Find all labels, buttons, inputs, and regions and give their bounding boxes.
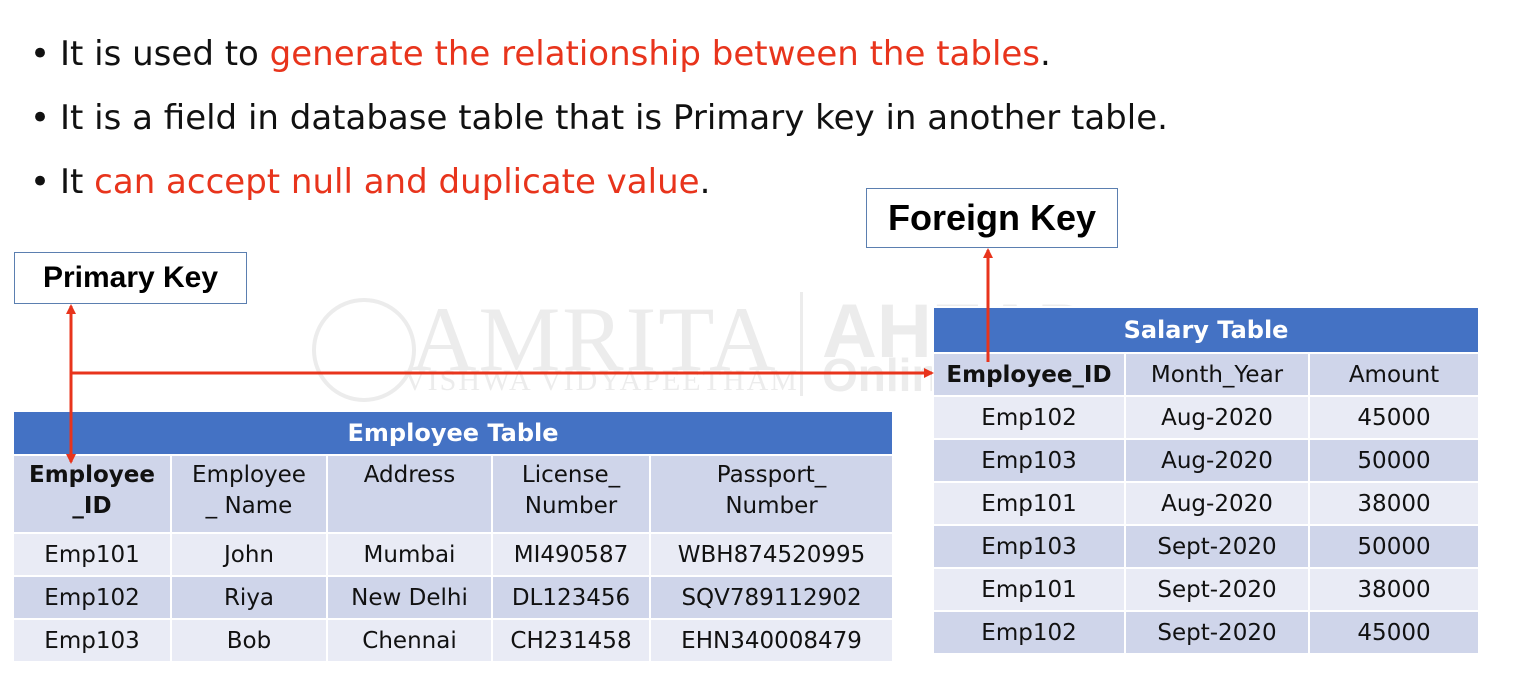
table-cell: Sept-2020 [1124,610,1310,655]
table-cell: Aug-2020 [1124,395,1310,440]
bullet-list: • It is used to generate the relationship… [30,22,1168,214]
table-row: Emp103 Aug-2020 50000 [932,438,1481,483]
bullet-dot: • [30,162,51,202]
bullet-item: • It can accept null and duplicate value. [30,150,1168,214]
table-row: Emp101 Sept-2020 38000 [932,567,1481,612]
table-row: Emp101 John Mumbai MI490587 WBH874520995 [12,532,895,577]
amount-header: Amount [1307,352,1481,397]
bullet-text: It [60,162,95,202]
table-cell: Emp103 [932,524,1126,569]
bullet-item: • It is used to generate the relationship… [30,22,1168,86]
table-row: Emp103 Sept-2020 50000 [932,524,1481,569]
table-cell: 38000 [1307,481,1481,526]
table-cell: WBH874520995 [648,532,895,577]
table-cell: Emp103 [932,438,1126,483]
month-year-header: Month_Year [1124,352,1310,397]
table-cell: Aug-2020 [1124,481,1310,526]
table-cell: 50000 [1307,524,1481,569]
table-cell: Emp103 [12,618,172,663]
table-row: Emp101 Aug-2020 38000 [932,481,1481,526]
table-cell: 38000 [1307,567,1481,612]
table-cell: MI490587 [491,532,651,577]
salary-table: Salary Table Employee_ID Month_Year Amou… [931,306,1481,655]
table-cell: SQV789112902 [648,575,895,620]
salary-table-title: Salary Table [931,306,1481,354]
employee-name-header: Employee _ Name [170,454,328,534]
bullet-dot: • [30,34,51,74]
passport-number-header: Passport_ Number [648,454,895,534]
table-cell: DL123456 [491,575,651,620]
bullet-tail: . [1040,34,1051,74]
foreign-key-label: Foreign Key [866,188,1118,248]
table-cell: 45000 [1307,610,1481,655]
employee-id-header: Employee _ID [12,454,172,534]
table-row: Emp102 Sept-2020 45000 [932,610,1481,655]
table-cell: Bob [170,618,328,663]
table-cell: John [170,532,328,577]
license-number-header: License_ Number [491,454,651,534]
employee-table-title: Employee Table [11,410,895,456]
employee-header-row: Employee _ID Employee _ Name Address Licen… [12,454,895,534]
table-row: Emp102 Riya New Delhi DL123456 SQV789112… [12,575,895,620]
table-cell: New Delhi [326,575,493,620]
table-cell: 50000 [1307,438,1481,483]
table-cell: Emp101 [932,481,1126,526]
table-cell: Sept-2020 [1124,524,1310,569]
bullet-text: It is used to [60,34,270,74]
bullet-item: • It is a field in database table that is… [30,86,1168,150]
table-cell: Mumbai [326,532,493,577]
table-row: Emp103 Bob Chennai CH231458 EHN340008479 [12,618,895,663]
employee-table: Employee Table Employee _ID Employee _ Nam… [11,410,895,663]
table-row: Emp102 Aug-2020 45000 [932,395,1481,440]
bullet-dot: • [30,98,51,138]
bullet-highlight: can accept null and duplicate value [94,162,700,202]
bullet-text: It is a field in database table that is … [60,98,1168,138]
address-header: Address [326,454,493,534]
salary-employee-id-header: Employee_ID [932,352,1126,397]
table-cell: Emp102 [12,575,172,620]
table-cell: Emp102 [932,610,1126,655]
table-cell: Emp102 [932,395,1126,440]
bullet-tail: . [699,162,711,202]
table-cell: Emp101 [932,567,1126,612]
table-cell: 45000 [1307,395,1481,440]
table-cell: Riya [170,575,328,620]
table-cell: Chennai [326,618,493,663]
bullet-highlight: generate the relationship between the ta… [269,34,1041,74]
table-cell: CH231458 [491,618,651,663]
primary-key-label: Primary Key [14,252,247,304]
table-cell: Aug-2020 [1124,438,1310,483]
table-cell: Emp101 [12,532,172,577]
table-cell: EHN340008479 [648,618,895,663]
salary-header-row: Employee_ID Month_Year Amount [932,352,1481,397]
table-cell: Sept-2020 [1124,567,1310,612]
